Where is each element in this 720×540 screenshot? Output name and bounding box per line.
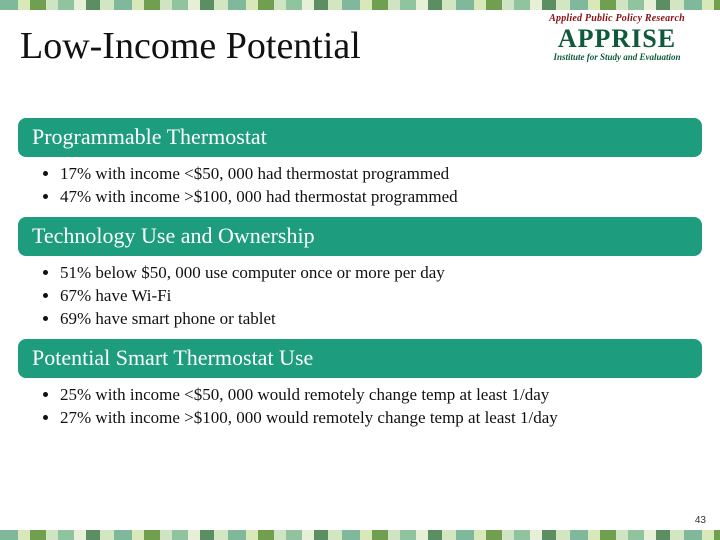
slide-title: Low-Income Potential bbox=[20, 24, 361, 68]
bullet-item: 51% below $50, 000 use computer once or … bbox=[60, 262, 702, 285]
bullet-item: 69% have smart phone or tablet bbox=[60, 308, 702, 331]
logo-block: Applied Public Policy Research APPRISE I… bbox=[532, 14, 702, 62]
section-heading: Programmable Thermostat bbox=[18, 118, 702, 157]
section-bullets: 51% below $50, 000 use computer once or … bbox=[60, 262, 702, 331]
bullet-item: 67% have Wi-Fi bbox=[60, 285, 702, 308]
logo-sub-text: Institute for Study and Evaluation bbox=[532, 53, 702, 62]
bullet-item: 17% with income <$50, 000 had thermostat… bbox=[60, 163, 702, 186]
decorative-border-bottom bbox=[0, 530, 720, 540]
section-bullets: 17% with income <$50, 000 had thermostat… bbox=[60, 163, 702, 209]
logo-main-text: APPRISE bbox=[532, 26, 702, 52]
section-heading: Technology Use and Ownership bbox=[18, 217, 702, 256]
page-number: 43 bbox=[695, 515, 706, 526]
bullet-item: 27% with income >$100, 000 would remotel… bbox=[60, 407, 702, 430]
section-heading: Potential Smart Thermostat Use bbox=[18, 339, 702, 378]
content-area: Programmable Thermostat 17% with income … bbox=[18, 118, 702, 438]
logo-arc-text: Applied Public Policy Research bbox=[532, 14, 702, 24]
bullet-item: 25% with income <$50, 000 would remotely… bbox=[60, 384, 702, 407]
section-bullets: 25% with income <$50, 000 would remotely… bbox=[60, 384, 702, 430]
decorative-border-top bbox=[0, 0, 720, 10]
bullet-item: 47% with income >$100, 000 had thermosta… bbox=[60, 186, 702, 209]
